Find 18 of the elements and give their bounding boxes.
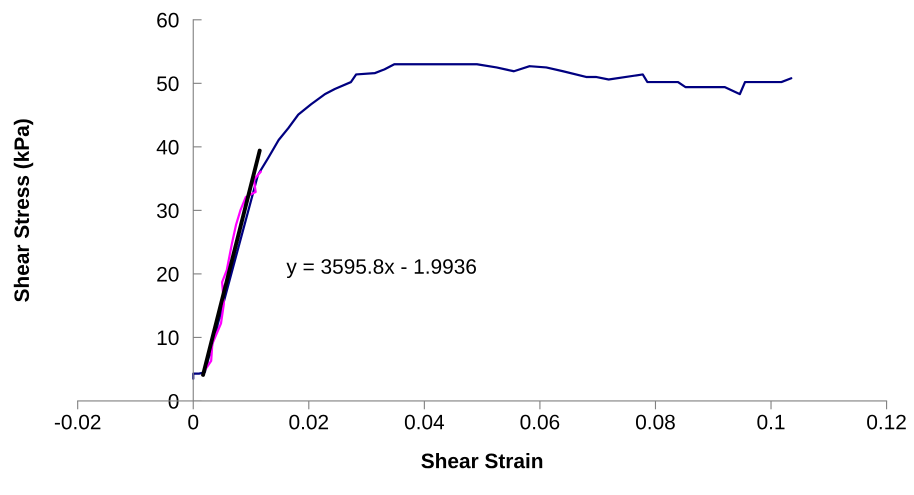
x-tick-label: 0.12 xyxy=(867,414,906,430)
x-tick-label: 0.02 xyxy=(289,414,328,430)
x-tick-label: -0.02 xyxy=(54,414,100,430)
y-tick-label: 60 xyxy=(157,12,179,28)
x-tick-label: 0.06 xyxy=(520,414,560,430)
x-tick-label: 0 xyxy=(188,414,198,430)
annotation: y = 3595.8x - 1.9936 xyxy=(286,259,476,278)
y-tick-label: 30 xyxy=(156,203,179,218)
y-tick-label: 10 xyxy=(158,330,179,346)
y-tick-label: 20 xyxy=(157,266,179,282)
y-tick-label: 40 xyxy=(156,140,179,155)
x-tick-label: 0.04 xyxy=(404,414,444,430)
x-axis-title: Shear Strain xyxy=(421,453,542,468)
x-tick-label: 0.08 xyxy=(636,414,675,430)
line-series xyxy=(192,63,792,380)
x-tick-label: 0.1 xyxy=(757,414,784,430)
y-axis-title: Shear Stress (kPa) xyxy=(14,119,34,302)
y-tick-label: 50 xyxy=(157,76,179,92)
